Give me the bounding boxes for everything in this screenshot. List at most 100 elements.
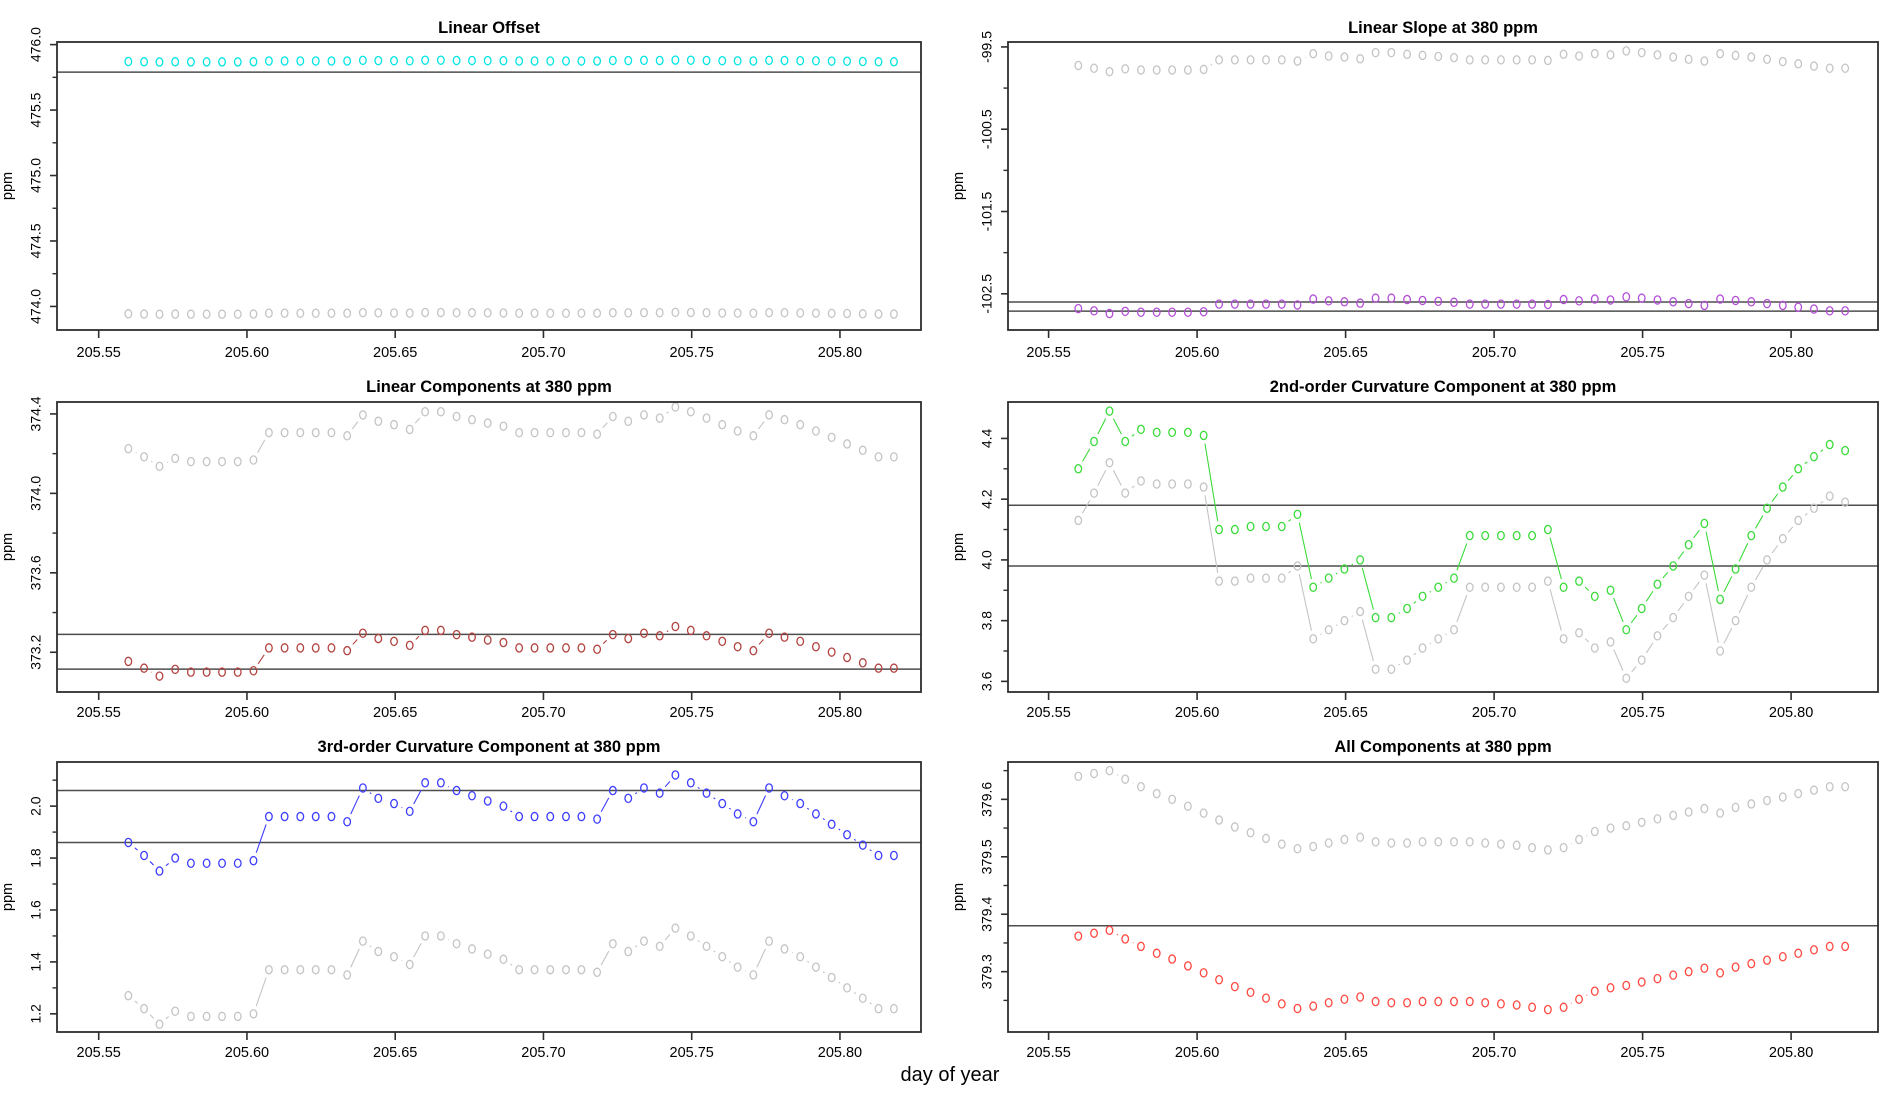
y-tick-label: 374.4 [28,396,44,431]
series-segment [1723,576,1733,593]
data-point [827,308,836,319]
data-point [874,850,883,861]
data-point [562,964,570,975]
data-point [436,625,445,636]
data-point [1653,579,1662,589]
series-segment [1549,589,1562,631]
data-point [1794,788,1803,799]
data-point [1434,634,1443,644]
data-point [1575,296,1583,306]
series-segment [869,1002,872,1005]
data-point [1168,479,1177,489]
data-point [1215,815,1224,825]
data-point [624,55,633,66]
data-point [296,811,305,822]
data-point [1215,524,1224,535]
x-tick-label: 205.70 [521,1045,565,1061]
data-point [1262,299,1270,309]
data-point [546,427,555,438]
x-tick-label: 205.80 [818,1045,862,1061]
series-segment [1361,619,1374,662]
y-axis-title: ppm [0,883,16,911]
data-point [1090,768,1098,779]
data-point [1496,839,1505,849]
data-point [593,814,602,824]
data-point [499,308,508,318]
data-point [374,793,383,804]
x-tick-label: 205.80 [818,705,862,721]
data-point [1841,63,1850,73]
data-point [1137,476,1145,486]
data-point [1747,582,1756,592]
data-point [374,416,383,427]
data-point [327,308,336,318]
data-point [749,56,758,66]
data-point [1168,307,1177,317]
data-point [1543,524,1552,535]
data-point [1230,981,1239,992]
series-segment [413,943,422,958]
data-point [1528,530,1537,541]
data-point [1090,928,1098,938]
data-point [765,783,774,793]
data-point [718,798,727,809]
data-point [1496,582,1505,592]
data-point [1230,822,1239,832]
data-point [1262,521,1270,532]
data-point [1778,792,1787,802]
data-point [1277,999,1286,1009]
data-point [327,643,336,653]
data-point [765,410,774,420]
data-point [1810,451,1818,462]
data-point [1684,807,1693,817]
data-point [577,643,586,653]
data-point [483,796,492,806]
data-point [1262,55,1270,65]
data-point [1700,963,1709,973]
y-tick-label: 476.0 [28,27,44,62]
data-point [1309,634,1318,644]
data-point [483,308,492,318]
data-point [1074,60,1083,71]
data-point [1293,843,1302,854]
data-point [811,308,820,318]
data-point [749,431,758,441]
series-segment [1630,614,1638,624]
data-point [1450,996,1458,1007]
data-point [624,416,633,427]
data-point [671,621,680,632]
data-point [1575,628,1583,638]
data-point [1700,518,1709,529]
data-point [702,941,711,952]
data-point [1434,996,1443,1007]
x-tick-label: 205.60 [225,705,269,721]
data-point [1606,983,1615,993]
data-point [608,938,617,949]
data-point [843,652,852,663]
data-point [1465,582,1474,592]
data-point [155,671,164,681]
data-point [390,636,398,647]
data-point [296,964,305,975]
data-point [530,308,539,318]
data-point [796,636,805,647]
data-point [311,643,320,653]
data-point [765,307,774,318]
y-tick-label: 4.2 [979,489,995,509]
data-point [405,959,414,970]
data-point [1684,298,1693,309]
data-point [264,964,273,975]
data-point [264,308,273,318]
data-point [1309,1001,1318,1011]
data-point [1590,294,1599,304]
data-point [405,56,414,66]
data-point [1841,781,1850,792]
data-point [202,858,211,869]
x-tick-label: 205.70 [1472,345,1516,361]
data-point [1403,49,1412,60]
series-segment [1131,485,1135,489]
data-point [1277,299,1286,309]
data-point [1747,799,1756,809]
data-point [1700,300,1709,311]
data-point [608,785,617,796]
